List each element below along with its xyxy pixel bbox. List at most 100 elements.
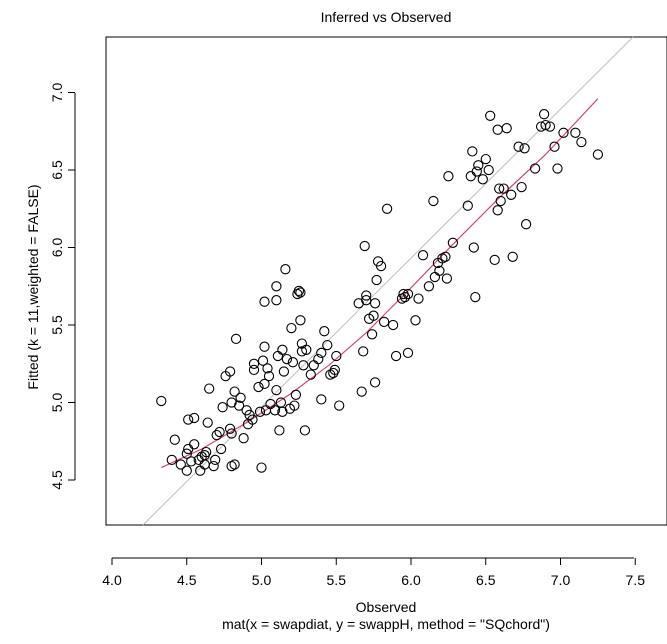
- data-point: [322, 339, 333, 351]
- y-tick-label: 6.0: [49, 238, 65, 258]
- data-point: [262, 363, 273, 374]
- data-point: [298, 360, 309, 371]
- x-tick-label: 7.5: [626, 572, 646, 588]
- data-point: [331, 350, 342, 362]
- points-layer: [156, 109, 604, 476]
- data-point: [519, 143, 530, 154]
- data-point: [356, 386, 367, 397]
- data-point: [226, 428, 237, 439]
- y-axis-label: Fitted (k = 11,weighted = FALSE): [25, 184, 41, 389]
- data-point: [361, 295, 372, 306]
- data-point: [549, 141, 560, 152]
- data-point: [204, 383, 215, 394]
- data-point: [410, 315, 421, 326]
- x-tick-label: 6.5: [476, 572, 496, 588]
- data-point: [402, 288, 414, 300]
- y-tick-label: 5.0: [49, 393, 65, 413]
- data-point: [506, 189, 517, 200]
- data-point: [247, 414, 258, 425]
- data-point: [447, 237, 459, 248]
- data-point: [485, 110, 496, 121]
- smooth-line: [161, 98, 599, 469]
- identity-line: [142, 36, 634, 526]
- x-axis-label: Observed: [356, 599, 417, 615]
- data-point: [413, 293, 424, 304]
- data-point: [390, 350, 402, 362]
- data-point: [189, 412, 200, 424]
- data-point: [308, 360, 319, 371]
- data-point: [210, 454, 221, 466]
- data-point: [271, 384, 282, 396]
- data-point: [520, 219, 532, 230]
- data-point: [230, 333, 242, 345]
- data-point: [492, 205, 503, 216]
- data-point: [387, 319, 399, 331]
- data-point: [558, 127, 569, 138]
- data-point: [166, 454, 177, 466]
- data-point: [437, 253, 448, 264]
- data-point: [366, 329, 378, 340]
- data-point: [256, 462, 267, 473]
- data-point: [263, 370, 275, 382]
- data-point: [361, 290, 372, 301]
- data-point: [202, 417, 213, 428]
- data-point: [181, 448, 192, 459]
- data-point: [238, 433, 249, 444]
- data-point: [473, 160, 484, 171]
- data-point: [189, 439, 200, 450]
- plot-area: [105, 36, 667, 526]
- data-point: [199, 459, 210, 470]
- data-point: [359, 240, 370, 252]
- y-tick-label: 4.5: [49, 470, 65, 490]
- data-point: [224, 366, 236, 377]
- data-point: [226, 397, 237, 408]
- x-tick-label: 5.0: [252, 572, 272, 588]
- data-point: [516, 181, 527, 193]
- data-point: [378, 316, 390, 328]
- data-point: [274, 425, 285, 436]
- data-point: [214, 426, 225, 438]
- data-point: [369, 377, 381, 388]
- x-axis: 4.0 4.5 5.0 5.5 6.0 6.5 7.0 7.5: [102, 557, 646, 588]
- y-tick-label: 7.0: [49, 83, 65, 103]
- data-point: [271, 295, 282, 306]
- data-point: [465, 171, 476, 182]
- data-point: [208, 460, 219, 472]
- data-point: [287, 357, 299, 368]
- data-point: [316, 347, 327, 359]
- data-point: [501, 123, 512, 134]
- data-point: [269, 405, 281, 416]
- data-point: [156, 395, 167, 407]
- data-point: [259, 341, 270, 352]
- data-point: [295, 315, 306, 326]
- data-point: [233, 400, 245, 411]
- data-point: [368, 310, 379, 321]
- y-axis: 4.5 5.0 5.5 6.0 6.5 7.0: [49, 83, 76, 490]
- data-point: [417, 250, 429, 261]
- data-point: [492, 124, 503, 135]
- data-point: [477, 174, 488, 185]
- data-point: [259, 296, 270, 307]
- data-point: [296, 346, 308, 357]
- data-point: [305, 369, 316, 380]
- data-point: [429, 271, 441, 283]
- data-point: [186, 456, 197, 467]
- data-point: [181, 465, 192, 476]
- data-point: [277, 406, 288, 417]
- data-point: [280, 264, 291, 275]
- data-point: [471, 166, 482, 177]
- data-point: [576, 136, 587, 148]
- data-point: [358, 346, 369, 357]
- data-point: [254, 406, 266, 417]
- data-point: [483, 164, 494, 176]
- data-point: [369, 298, 381, 309]
- data-point: [271, 281, 282, 292]
- data-point: [299, 425, 311, 436]
- data-point: [538, 109, 550, 120]
- chart-title: Inferred vs Observed: [321, 9, 452, 25]
- x-tick-label: 4.0: [102, 572, 122, 588]
- data-point: [494, 183, 505, 194]
- data-point: [248, 358, 260, 369]
- data-point: [480, 153, 491, 165]
